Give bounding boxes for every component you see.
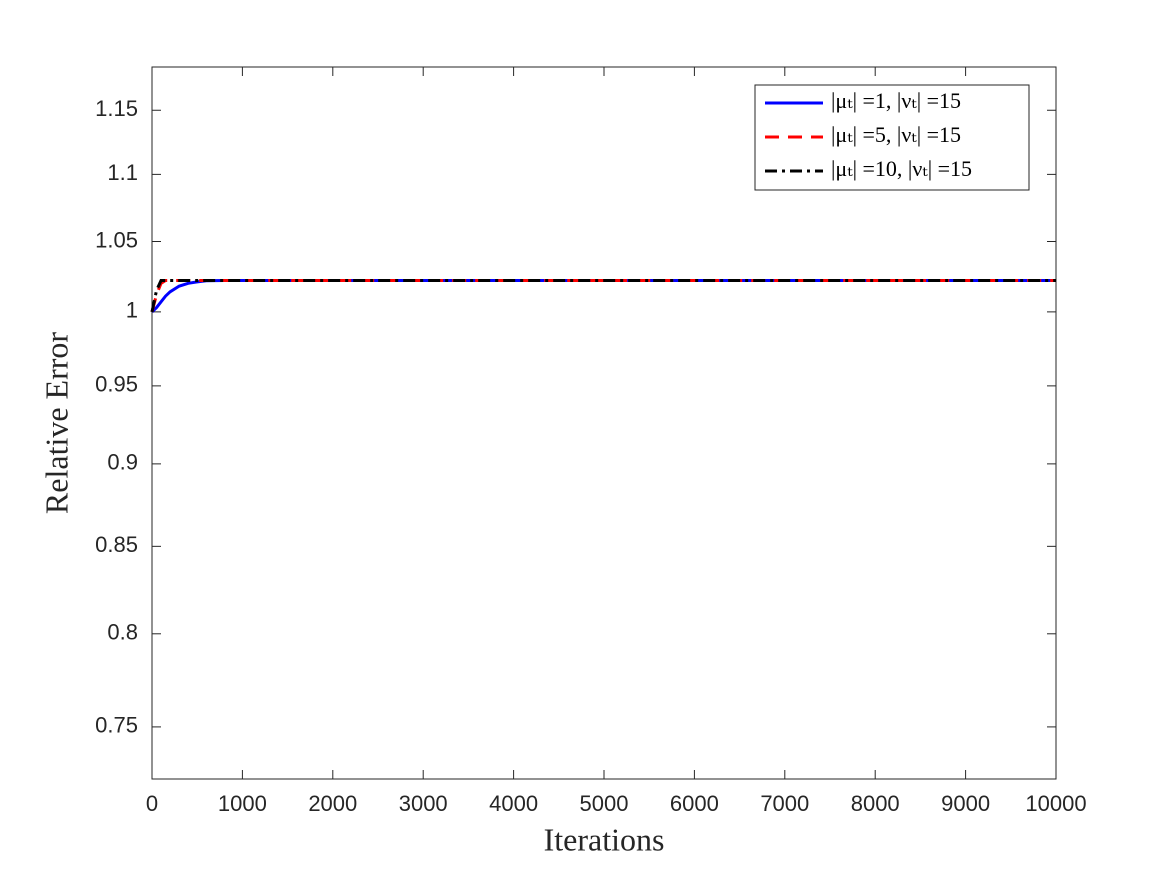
x-tick-label: 10000 (1025, 791, 1086, 816)
y-tick-label: 1.1 (107, 160, 138, 185)
y-axis-label: Relative Error (38, 332, 74, 514)
x-tick-label: 1000 (218, 791, 267, 816)
x-tick-label: 8000 (851, 791, 900, 816)
y-tick-label: 0.8 (107, 620, 138, 645)
x-tick-label: 4000 (489, 791, 538, 816)
legend-label: |μₜ| =1, |νₜ| =15 (831, 88, 961, 113)
legend-label: |μₜ| =5, |νₜ| =15 (831, 122, 961, 147)
y-tick-label: 1.15 (95, 96, 138, 121)
x-tick-label: 3000 (399, 791, 448, 816)
x-tick-label: 5000 (580, 791, 629, 816)
series-line (150, 278, 1056, 313)
y-tick-label: 1 (126, 298, 138, 323)
y-tick-label: 1.05 (95, 227, 138, 252)
y-tick-label: 0.85 (95, 532, 138, 557)
x-tick-label: 2000 (308, 791, 357, 816)
x-tick-label: 7000 (760, 791, 809, 816)
x-tick-label: 6000 (670, 791, 719, 816)
y-tick-label: 0.95 (95, 372, 138, 397)
legend-label: |μₜ| =10, |νₜ| =15 (831, 156, 972, 181)
y-tick-label: 0.9 (107, 450, 138, 475)
x-tick-label: 9000 (941, 791, 990, 816)
y-tick-label: 0.75 (95, 713, 138, 738)
x-tick-label: 0 (146, 791, 158, 816)
x-axis-label: Iterations (544, 821, 665, 857)
